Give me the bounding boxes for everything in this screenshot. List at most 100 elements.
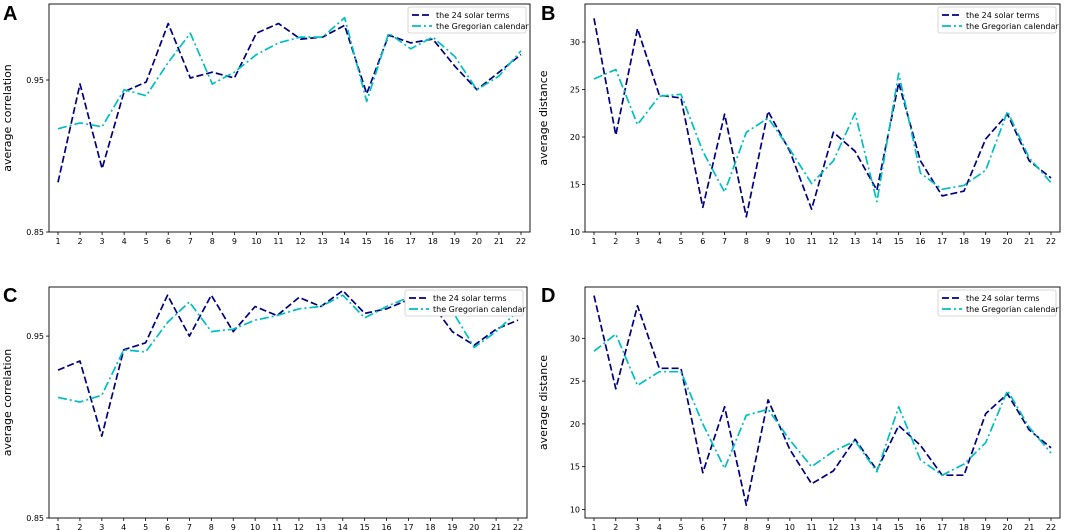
panel-d-xtick-label: 14 bbox=[872, 523, 882, 530]
panel-d-legend bbox=[937, 289, 1057, 317]
panel-c-xtick-label: 10 bbox=[250, 523, 260, 530]
panel-b-legend bbox=[937, 6, 1057, 34]
panel-a-frame bbox=[48, 3, 531, 233]
panel-b-xtick-label: 16 bbox=[915, 237, 925, 246]
panel-b-xtick-label: 7 bbox=[722, 237, 727, 246]
panel-a-xtick-label: 16 bbox=[384, 237, 394, 246]
panel-b-xtick-label: 9 bbox=[766, 237, 771, 246]
panel-b-xtick-label: 2 bbox=[613, 237, 618, 246]
panel-a-series-gregorian-line bbox=[57, 16, 522, 130]
panel-d-xtick-label: 11 bbox=[807, 523, 817, 530]
panel-b-xtick-label: 5 bbox=[679, 237, 684, 246]
panel-b-xtick-label: 14 bbox=[872, 237, 882, 246]
panel-b-xtick-label: 10 bbox=[785, 237, 795, 246]
panel-d-xtick-label: 7 bbox=[722, 523, 727, 530]
panel-b-xtick-label: 12 bbox=[828, 237, 838, 246]
panel-c-legend-label: the 24 solar terms bbox=[433, 294, 507, 303]
panel-d-ylabel: average distance bbox=[537, 355, 550, 450]
panel-d-xtick-label: 18 bbox=[959, 523, 969, 530]
panel-a-xtick-label: 6 bbox=[166, 237, 171, 246]
panel-c-xtick-label: 19 bbox=[447, 523, 457, 530]
panel-b-ytick-label: 25 bbox=[570, 86, 580, 95]
panel-c-xtick-label: 7 bbox=[187, 523, 192, 530]
panel-b-xtick-label: 15 bbox=[894, 237, 904, 246]
panel-b-xtick-label: 3 bbox=[635, 237, 640, 246]
panel-b-xtick-label: 17 bbox=[937, 237, 947, 246]
panel-b-series-solar-terms-line bbox=[593, 18, 1052, 218]
panel-a-ytick-label: 0.95 bbox=[26, 76, 44, 85]
panel-d-xtick-label: 2 bbox=[613, 523, 618, 530]
panel-d-series-gregorian-line bbox=[593, 333, 1052, 477]
panel-c-xtick-label: 18 bbox=[425, 523, 435, 530]
panel-d-xtick-label: 5 bbox=[679, 523, 684, 530]
panel-d-xtick-label: 9 bbox=[766, 523, 771, 530]
panel-b-xtick-label: 8 bbox=[744, 237, 749, 246]
panel-c-xtick-label: 20 bbox=[469, 523, 479, 530]
panel-c-xtick-label: 6 bbox=[165, 523, 170, 530]
panel-a-xtick-label: 18 bbox=[428, 237, 438, 246]
panel-a-xtick-label: 9 bbox=[232, 237, 237, 246]
panel-b-xtick-label: 11 bbox=[807, 237, 817, 246]
panel-c-ytick-label: 0.95 bbox=[26, 332, 44, 341]
panel-d-xtick-label: 4 bbox=[657, 523, 662, 530]
panel-c-xtick-label: 3 bbox=[99, 523, 104, 530]
panel-c-xtick-label: 2 bbox=[77, 523, 82, 530]
panel-b-xtick-label: 6 bbox=[700, 237, 705, 246]
panel-b-legend-label: the 24 solar terms bbox=[966, 11, 1040, 20]
panel-a-legend-label: the Gregorian calendar bbox=[436, 22, 529, 31]
panel-c-xtick-label: 13 bbox=[316, 523, 326, 530]
panel-c-legend-label: the Gregorian calendar bbox=[433, 305, 526, 314]
panel-c-series-solar-terms-line bbox=[57, 289, 519, 437]
panel-d-frame bbox=[584, 286, 1061, 519]
panel-d-xtick-label: 19 bbox=[981, 523, 991, 530]
panel-b-ylabel: average distance bbox=[537, 70, 550, 165]
panel-c-frame bbox=[48, 286, 528, 519]
panel-b-legend-label: the Gregorian calendar bbox=[966, 22, 1059, 31]
panel-c-xtick-label: 17 bbox=[403, 523, 413, 530]
panel-a-xtick-label: 5 bbox=[144, 237, 149, 246]
panel-d-xtick-label: 6 bbox=[700, 523, 705, 530]
panel-d-xtick-label: 8 bbox=[744, 523, 749, 530]
panel-d-xtick-label: 10 bbox=[785, 523, 795, 530]
panel-d-ytick-label: 10 bbox=[570, 505, 580, 514]
panel-a-legend-label: the 24 solar terms bbox=[436, 11, 510, 20]
panel-a-ytick-label: 0.85 bbox=[26, 228, 44, 237]
panel-b-xtick-label: 1 bbox=[591, 237, 596, 246]
panel-a-legend bbox=[407, 6, 527, 34]
panel-b-ytick-label: 15 bbox=[570, 181, 580, 190]
panel-d-letter: D bbox=[541, 285, 555, 307]
panel-c-xtick-label: 11 bbox=[272, 523, 282, 530]
panel-c-legend bbox=[404, 289, 524, 317]
panel-b-xtick-label: 21 bbox=[1024, 237, 1034, 246]
panel-c-xtick-label: 21 bbox=[491, 523, 501, 530]
panel-a-xtick-label: 11 bbox=[273, 237, 283, 246]
panel-a-letter: A bbox=[3, 3, 17, 25]
panel-b-frame bbox=[584, 3, 1061, 233]
panel-a-series-solar-terms-line bbox=[57, 22, 522, 183]
panel-c-xtick-label: 8 bbox=[209, 523, 214, 530]
panel-c-xtick-label: 4 bbox=[121, 523, 126, 530]
panel-d-xtick-label: 21 bbox=[1024, 523, 1034, 530]
panel-d-xtick-label: 12 bbox=[828, 523, 838, 530]
panel-d-xtick-label: 22 bbox=[1046, 523, 1056, 530]
panel-b-ytick-label: 10 bbox=[570, 228, 580, 237]
panel-c-xtick-label: 15 bbox=[360, 523, 370, 530]
panel-c-xtick-label: 22 bbox=[513, 523, 523, 530]
panel-a-xtick-label: 8 bbox=[210, 237, 215, 246]
panel-d-legend-label: the Gregorian calendar bbox=[966, 305, 1059, 314]
panel-c-ylabel: average correlation bbox=[1, 349, 14, 457]
panel-b-ytick-label: 20 bbox=[570, 133, 580, 142]
panel-c-series-gregorian-line bbox=[57, 294, 519, 403]
panel-d-ytick-label: 25 bbox=[570, 377, 580, 386]
panel-d-xtick-label: 3 bbox=[635, 523, 640, 530]
panel-b-ytick-label: 30 bbox=[570, 38, 580, 47]
panel-a-ylabel: average correlation bbox=[1, 64, 14, 172]
panel-d-series-solar-terms-line bbox=[593, 295, 1052, 507]
panel-b-series-gregorian-line bbox=[593, 68, 1052, 203]
panel-c-xtick-label: 1 bbox=[55, 523, 60, 530]
panel-a-xtick-label: 13 bbox=[317, 237, 327, 246]
